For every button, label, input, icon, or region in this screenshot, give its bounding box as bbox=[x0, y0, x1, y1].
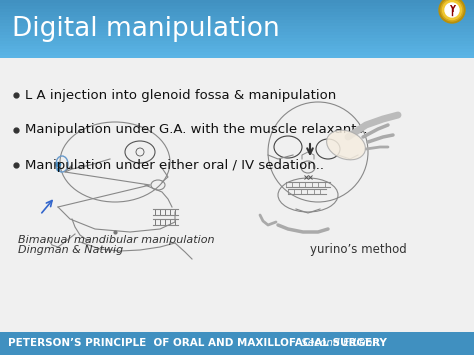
FancyBboxPatch shape bbox=[0, 43, 474, 47]
FancyBboxPatch shape bbox=[0, 31, 474, 35]
FancyBboxPatch shape bbox=[0, 332, 474, 355]
FancyBboxPatch shape bbox=[0, 52, 474, 55]
FancyBboxPatch shape bbox=[0, 23, 474, 26]
Text: Dingman & Natwig: Dingman & Natwig bbox=[18, 245, 123, 255]
FancyBboxPatch shape bbox=[0, 37, 474, 40]
FancyBboxPatch shape bbox=[0, 11, 474, 15]
FancyBboxPatch shape bbox=[0, 46, 474, 49]
Text: Manipulation under G.A. with the muscle relaxants.: Manipulation under G.A. with the muscle … bbox=[25, 124, 367, 137]
FancyBboxPatch shape bbox=[0, 55, 474, 58]
FancyBboxPatch shape bbox=[0, 49, 474, 52]
Text: Bimanual mandibular manipulation: Bimanual mandibular manipulation bbox=[18, 235, 215, 245]
Ellipse shape bbox=[327, 130, 365, 160]
FancyBboxPatch shape bbox=[0, 28, 474, 32]
Text: Manipulation under either oral / IV sedation..: Manipulation under either oral / IV seda… bbox=[25, 158, 324, 171]
Text: Second Edition: Second Edition bbox=[298, 339, 379, 349]
Text: PETERSON’S PRINCIPLE  OF ORAL AND MAXILLOFACIAL SURGERY: PETERSON’S PRINCIPLE OF ORAL AND MAXILLO… bbox=[8, 339, 387, 349]
Text: Y: Y bbox=[449, 5, 455, 13]
FancyBboxPatch shape bbox=[0, 0, 474, 3]
FancyBboxPatch shape bbox=[0, 20, 474, 23]
FancyBboxPatch shape bbox=[0, 40, 474, 44]
FancyBboxPatch shape bbox=[0, 2, 474, 6]
Text: Digital manipulation: Digital manipulation bbox=[12, 16, 280, 42]
Text: yurino’s method: yurino’s method bbox=[310, 244, 407, 257]
FancyBboxPatch shape bbox=[0, 5, 474, 9]
Circle shape bbox=[441, 0, 463, 21]
FancyBboxPatch shape bbox=[0, 34, 474, 38]
Circle shape bbox=[439, 0, 465, 23]
Circle shape bbox=[445, 3, 459, 17]
FancyBboxPatch shape bbox=[0, 8, 474, 12]
FancyBboxPatch shape bbox=[0, 26, 474, 29]
FancyBboxPatch shape bbox=[0, 17, 474, 20]
Circle shape bbox=[443, 0, 462, 20]
Text: L A injection into glenoid fossa & manipulation: L A injection into glenoid fossa & manip… bbox=[25, 88, 336, 102]
FancyBboxPatch shape bbox=[0, 14, 474, 17]
